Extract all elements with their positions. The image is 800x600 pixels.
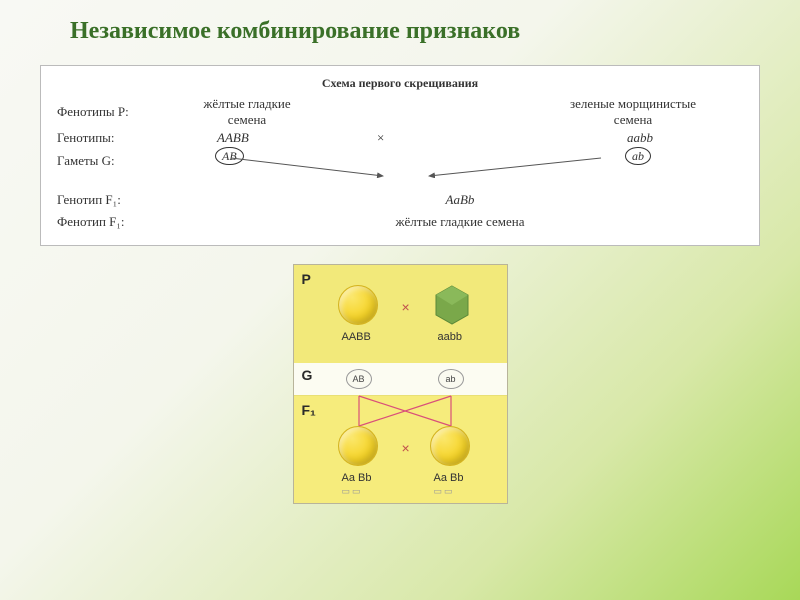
g-band: G AB ab — [294, 363, 507, 395]
offspring2-geno: Aa Bb — [434, 472, 464, 484]
p-band: P × AABB aabb — [294, 265, 507, 363]
parent1-geno: AABB — [342, 331, 371, 343]
p-label: P — [302, 271, 311, 287]
f1-pheno-label: Фенотип F₁: — [57, 214, 177, 230]
page-title: Независимое комбинирование признаков — [0, 0, 800, 57]
g-label: G — [302, 367, 313, 383]
genotype-right: aabb — [627, 130, 653, 146]
parent2-geno: aabb — [438, 331, 462, 343]
gamete1-icon: AB — [346, 369, 372, 389]
genotype-label: Генотипы: — [57, 130, 177, 146]
schema-diagram: Схема первого скрещивания Фенотипы P: жё… — [40, 65, 760, 246]
phenotype-label: Фенотипы P: — [57, 104, 177, 120]
offspring2-bars: ▭▭ — [434, 486, 455, 497]
gamete2-icon: ab — [438, 369, 464, 389]
parent-cross-icon: × — [402, 299, 410, 315]
genotype-left: AABB — [217, 130, 249, 146]
f1-geno-label: Генотип F₁: — [57, 192, 177, 208]
offspring-cross-icon: × — [402, 440, 410, 456]
f1-phenotype: жёлтые гладкие семена — [177, 214, 743, 230]
f-band: F₁ × Aa Bb Aa Bb ▭▭ ▭▭ — [294, 395, 507, 503]
f-label: F₁ — [302, 402, 316, 418]
schema-caption: Схема первого скрещивания — [57, 76, 743, 91]
f1-genotype: AaBb — [177, 192, 743, 208]
phenotype-left: жёлтые гладкие семена — [167, 96, 327, 128]
offspring2-pea-icon — [430, 426, 470, 466]
parent1-pea-icon — [338, 285, 378, 325]
cross-illustration: P × AABB aabb G AB ab F₁ × Aa Bb Aa Bb ▭… — [293, 264, 508, 504]
offspring1-bars: ▭▭ — [342, 486, 363, 497]
cross-symbol: × — [377, 130, 384, 146]
gamete-label: Гаметы G: — [57, 153, 177, 169]
offspring1-pea-icon — [338, 426, 378, 466]
phenotype-right: зеленые морщинистые семена — [543, 96, 723, 128]
gamete-right: ab — [625, 147, 651, 165]
offspring1-geno: Aa Bb — [342, 472, 372, 484]
gamete-left: AB — [215, 147, 244, 165]
parent2-pea-icon — [430, 283, 474, 327]
